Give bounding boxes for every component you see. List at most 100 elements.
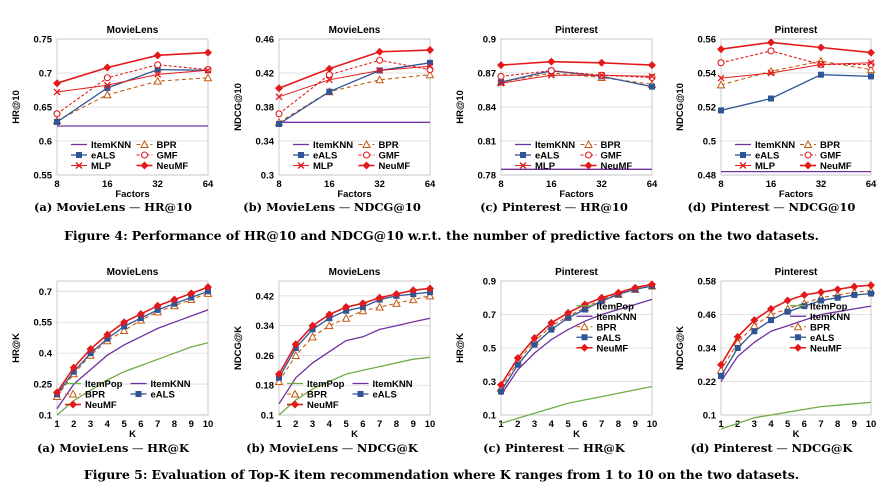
data-point-eals xyxy=(818,71,824,78)
legend-marker-neumf xyxy=(804,161,812,170)
data-point-neumf xyxy=(850,282,859,291)
x-tick-label: 10 xyxy=(866,419,877,430)
series-line-itempop xyxy=(278,356,431,416)
data-point-bpr xyxy=(375,75,385,84)
chart-title: Pinterest xyxy=(775,25,818,36)
legend-label-itemknn: ItemKNN xyxy=(91,140,131,151)
legend-label-mlp: MLP xyxy=(91,161,112,172)
series-neumf xyxy=(497,280,656,389)
series-neumf xyxy=(275,284,434,379)
x-axis-label: Factors xyxy=(559,189,593,200)
series-line-eals xyxy=(720,74,872,112)
figure-4-caption: Figure 4: Performance of HR@10 and NDCG@… xyxy=(0,228,883,243)
data-point-mlp xyxy=(867,59,875,67)
legend: ItemKNN BPR eALS GMF MLP NeuMF xyxy=(515,139,632,172)
legend-marker-mlp xyxy=(297,162,305,169)
data-point-gmf xyxy=(767,47,775,55)
legend-label-itemknn: ItemKNN xyxy=(313,140,353,151)
data-point-neumf xyxy=(153,301,162,310)
legend-label-bpr: BPR xyxy=(379,140,399,151)
series-line-neumf xyxy=(720,41,872,54)
y-tick-label: 0.58 xyxy=(698,277,717,288)
x-tick-label: 3 xyxy=(88,419,93,430)
subcaption-sep: — xyxy=(564,441,583,455)
data-point-eals xyxy=(531,341,538,348)
legend-marker-neumf xyxy=(584,161,593,170)
data-point-neumf xyxy=(867,281,875,290)
legend-label-eals: eALS xyxy=(151,390,175,401)
y-tick-label: 0.4 xyxy=(39,349,53,360)
subcaption-metric: NDCG@K xyxy=(356,441,418,455)
y-tick-label: 0.55 xyxy=(34,318,53,329)
y-tick-label: 0.84 xyxy=(478,103,497,114)
data-point-eals xyxy=(851,291,858,298)
legend-label-itempop: ItemPop xyxy=(307,379,345,390)
data-point-neumf xyxy=(513,354,522,363)
x-axis-label: Factors xyxy=(115,189,149,200)
x-tick-label: 3 xyxy=(310,419,315,430)
chart-f4a-movielens-hr10: 0.55 0.6 0.65 0.7 0.75 8 16 32 64 MovieLens Factor… xyxy=(11,25,214,200)
series-line-eals xyxy=(278,291,431,379)
subcaption-metric: HR@K xyxy=(147,441,190,455)
y-tick-label: 0.3 xyxy=(261,171,274,182)
data-point-eals xyxy=(104,84,111,91)
data-point-neumf xyxy=(530,333,539,342)
x-tick-label: 6 xyxy=(582,419,587,430)
legend: ItemKNN BPR eALS GMF MLP NeuMF xyxy=(71,139,188,172)
legend-marker-bpr xyxy=(580,322,589,331)
x-tick-label: 2 xyxy=(735,419,740,430)
data-point-gmf xyxy=(497,72,505,80)
subcaption-f4d: (d) Pinterest — NDCG@10 xyxy=(664,200,879,214)
y-tick-label: 0.75 xyxy=(34,35,53,46)
legend-marker-neumf xyxy=(362,161,371,170)
subcaption-sep: — xyxy=(125,200,145,214)
legend: ItemKNN BPR eALS GMF MLP NeuMF xyxy=(293,139,410,172)
data-point-eals xyxy=(326,88,333,95)
figure-5-text: Evaluation of Top-K item recommendation … xyxy=(151,467,800,482)
x-tick-label: 7 xyxy=(155,419,160,430)
subcaption-sep: — xyxy=(561,200,580,214)
series-eals xyxy=(276,59,433,127)
data-point-gmf xyxy=(648,73,656,82)
figure-4-label: Figure 4: xyxy=(64,228,128,243)
legend-marker-eals xyxy=(135,391,142,397)
x-tick-label: 1 xyxy=(718,419,724,430)
x-tick-label: 1 xyxy=(276,419,282,430)
data-point-bpr xyxy=(866,65,876,74)
legend-label-eals: eALS xyxy=(597,333,621,344)
chart-f5c-pinterest-hrk: 0.1 0.3 0.5 0.7 0.9 1 2 3 4 5 6 7 8 9 10 Pinterest K HR@K… xyxy=(455,267,657,440)
legend-marker-mlp xyxy=(739,162,747,169)
x-tick-label: 9 xyxy=(852,419,857,430)
chart-f4d-pinterest-ndcg10: 0.48 0.5 0.52 0.54 0.56 8 16 32 64 Pinterest Facto… xyxy=(675,25,877,200)
data-point-eals xyxy=(868,290,874,297)
series-line-bpr xyxy=(278,295,431,382)
series-line-mlp xyxy=(278,65,431,98)
series-line-itempop xyxy=(500,385,653,425)
legend-marker-eals xyxy=(581,334,588,341)
legend-label-bpr: BPR xyxy=(85,390,105,401)
data-point-neumf xyxy=(733,332,742,341)
series-line-neumf xyxy=(720,284,872,366)
data-point-eals xyxy=(137,315,144,322)
legend-label-mlp: MLP xyxy=(313,161,334,172)
data-point-neumf xyxy=(614,288,623,297)
series-line-gmf xyxy=(720,50,871,66)
legend-label-itemknn: ItemKNN xyxy=(597,312,637,323)
legend-label-itemknn: ItemKNN xyxy=(373,379,413,390)
legend-label-eals: eALS xyxy=(91,151,115,162)
series-itempop xyxy=(278,356,431,416)
data-point-bpr xyxy=(274,376,284,385)
data-point-mlp xyxy=(598,71,606,79)
x-axis-label: K xyxy=(573,429,580,440)
series-line-itemknn xyxy=(720,305,872,382)
data-point-neumf xyxy=(392,290,401,299)
subcaption-f5c: (c) Pinterest — HR@K xyxy=(444,441,664,455)
data-point-neumf xyxy=(580,300,589,309)
subcaption-sep: — xyxy=(769,200,789,214)
plot-frame xyxy=(720,280,872,416)
legend-marker-bpr xyxy=(290,389,300,398)
x-axis-label: K xyxy=(793,429,800,440)
data-point-eals xyxy=(784,308,791,315)
legend-marker-gmf xyxy=(362,151,371,159)
series-itempop xyxy=(500,385,653,425)
